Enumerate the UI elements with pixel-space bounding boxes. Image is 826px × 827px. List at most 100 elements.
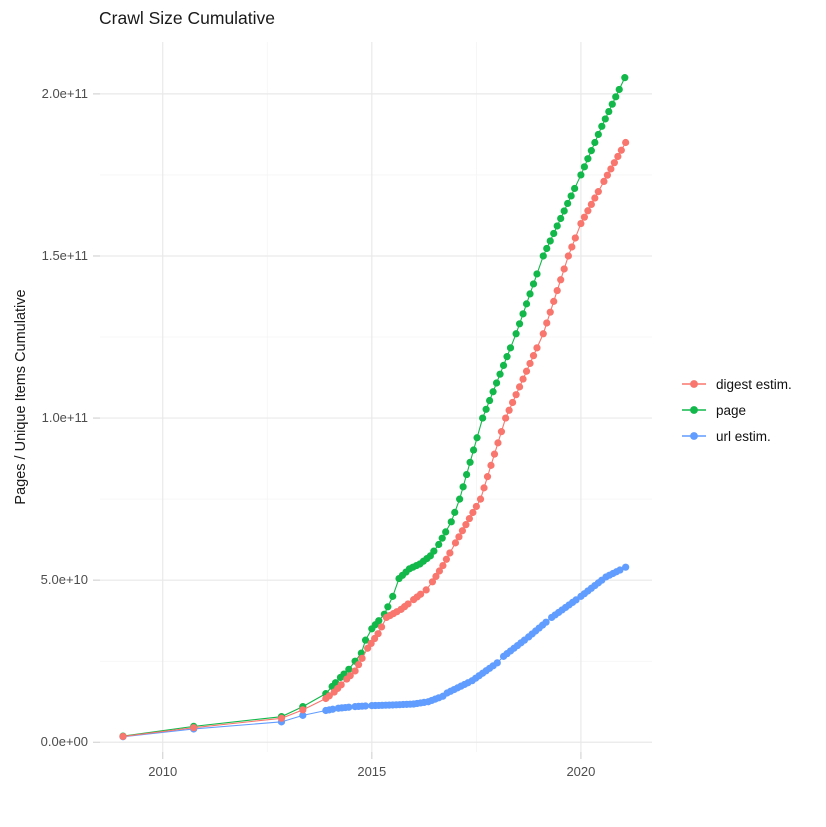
data-point-digest — [351, 667, 359, 675]
data-point-digest — [119, 732, 127, 741]
legend-marker-icon — [682, 380, 706, 388]
data-point-url — [299, 711, 307, 719]
data-point-digest — [483, 473, 492, 481]
data-point-url — [542, 618, 550, 626]
data-point-digest — [374, 630, 382, 638]
data-point-url — [329, 705, 337, 713]
y-tick-label: 1.0e+11 — [41, 410, 88, 426]
data-point-digest — [594, 188, 602, 196]
data-point-page — [529, 280, 538, 288]
data-point-page — [469, 446, 478, 454]
data-point-page — [489, 388, 497, 396]
data-point-digest — [519, 375, 527, 383]
legend-marker-icon — [682, 406, 706, 414]
y-axis-title: Pages / Unique Items Cumulative — [13, 289, 29, 505]
data-point-page — [522, 300, 531, 308]
data-point-page — [384, 603, 392, 611]
data-point-page — [466, 458, 474, 466]
data-point-digest — [610, 159, 618, 167]
data-point-digest — [435, 567, 444, 575]
data-point-page — [345, 665, 353, 673]
data-point-digest — [446, 549, 454, 557]
data-point-page — [580, 163, 588, 171]
data-point-page — [601, 115, 609, 123]
data-point-page — [430, 547, 438, 555]
data-point-page — [550, 229, 558, 238]
data-point-digest — [557, 276, 565, 284]
series-line-digest — [122, 142, 627, 737]
legend-item-digest: digest estim. — [681, 376, 792, 392]
data-point-digest — [428, 578, 437, 586]
data-point-page — [447, 518, 455, 526]
data-point-digest — [458, 527, 467, 535]
data-point-page — [496, 370, 504, 378]
data-point-digest — [476, 495, 485, 503]
data-point-digest — [442, 555, 450, 563]
legend: digest estim. page url estim. — [681, 376, 792, 444]
data-point-digest — [346, 672, 354, 680]
data-point-page — [451, 508, 459, 516]
data-point-digest — [462, 521, 470, 529]
data-point-digest — [451, 539, 460, 547]
data-point-page — [543, 244, 551, 253]
data-point-page — [492, 379, 501, 387]
data-point-digest — [553, 286, 561, 295]
data-point-page — [459, 483, 467, 491]
legend-label: url estim. — [716, 428, 771, 444]
data-point-page — [479, 414, 487, 422]
data-point-digest — [560, 265, 568, 273]
data-point-url — [616, 566, 624, 574]
data-point-page — [375, 617, 383, 625]
data-point-digest — [512, 391, 520, 399]
data-point-page — [587, 147, 595, 155]
data-point-page — [361, 636, 370, 644]
data-point-digest — [480, 484, 488, 492]
data-point-page — [539, 252, 547, 260]
data-point-digest — [432, 572, 440, 580]
x-tick-label: 2020 — [566, 764, 596, 779]
data-point-digest — [439, 561, 447, 570]
data-point-page — [473, 434, 481, 442]
y-tick-label: 5.0e+10 — [40, 572, 88, 588]
data-point-url — [622, 563, 630, 571]
x-tick-label: 2010 — [148, 764, 178, 779]
data-point-digest — [455, 533, 463, 541]
data-point-digest — [546, 308, 554, 316]
legend-item-url: url estim. — [681, 428, 792, 444]
data-point-digest — [543, 319, 551, 327]
data-point-digest — [469, 508, 477, 517]
data-point-page — [506, 344, 515, 352]
data-point-page — [486, 396, 494, 405]
data-point-digest — [472, 502, 480, 511]
data-point-page — [331, 679, 340, 687]
data-point-digest — [277, 714, 286, 722]
legend-label: digest estim. — [716, 376, 792, 392]
data-point-page — [594, 130, 602, 139]
data-point-page — [591, 138, 599, 147]
data-point-page — [389, 592, 397, 600]
data-point-digest — [505, 406, 513, 414]
data-point-digest — [515, 383, 524, 391]
data-point-page — [598, 122, 606, 130]
data-point-digest — [337, 681, 345, 689]
x-tick-label: 2015 — [357, 764, 387, 779]
data-point-digest — [526, 359, 534, 368]
data-point-url — [493, 659, 501, 667]
data-point-digest — [465, 514, 473, 523]
data-point-digest — [587, 200, 595, 209]
data-point-page — [357, 649, 365, 657]
data-point-digest — [509, 398, 517, 407]
data-point-page — [499, 361, 508, 370]
data-point-page — [546, 237, 554, 245]
data-point-page — [519, 310, 527, 318]
data-point-digest — [522, 367, 531, 375]
y-tick-label: 2.0e+11 — [41, 85, 88, 101]
data-point-digest — [494, 439, 502, 447]
data-point-digest — [539, 330, 547, 338]
data-point-page — [584, 155, 592, 163]
data-point-digest — [502, 414, 510, 422]
data-point-url — [345, 703, 353, 711]
y-tick-label: 1.5e+11 — [41, 247, 88, 263]
